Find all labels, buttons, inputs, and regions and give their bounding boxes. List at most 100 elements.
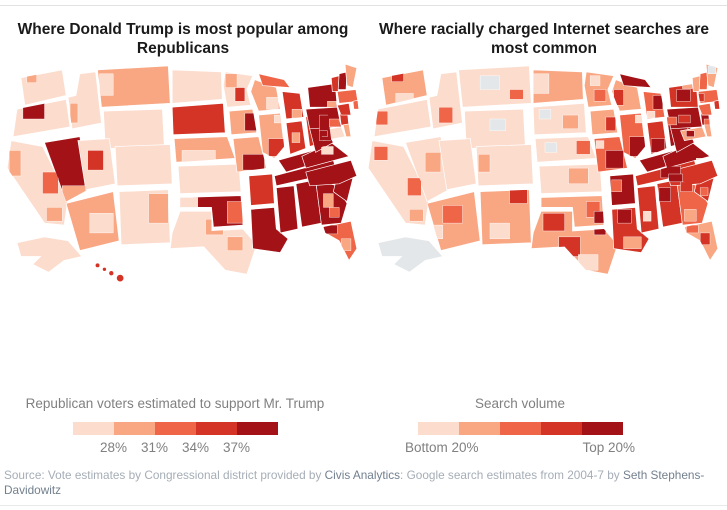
map-region-sd	[171, 102, 226, 136]
map-region-hi	[109, 271, 114, 276]
district-patch-wa	[395, 93, 414, 104]
district-patch-fl	[340, 238, 352, 251]
searches-legend-label: Search volume	[474, 396, 566, 411]
district-patch-id	[69, 103, 79, 124]
district-patch-la	[623, 236, 642, 249]
district-patch-pa	[329, 118, 340, 128]
district-patch-ms	[643, 211, 652, 222]
district-patch-ok	[180, 197, 198, 208]
district-patch-ne	[181, 150, 216, 163]
trump-legend-ticks: 28% 31% 34% 37%	[73, 440, 278, 458]
legend-color-segment	[113, 422, 155, 435]
district-patch-ma	[698, 93, 705, 102]
district-patch-pa	[678, 114, 691, 124]
district-patch-nm	[489, 222, 510, 240]
trump-legend-colorbar	[72, 422, 278, 435]
map-region-la	[250, 207, 289, 253]
map-region-hi	[102, 267, 107, 271]
searches-legend-range: Bottom 20% Top 20%	[405, 440, 635, 455]
map-region-ct	[336, 102, 352, 116]
district-patch-sd	[538, 108, 552, 120]
district-patch-ga	[684, 209, 697, 222]
legend-color-segment	[195, 422, 237, 435]
district-patch-ok	[593, 211, 604, 224]
map-region-id	[428, 71, 463, 130]
district-patch-az	[442, 205, 463, 224]
map-region-de	[342, 123, 352, 138]
district-patch-mt	[479, 75, 501, 90]
district-patch-oh	[666, 116, 677, 126]
legend-color-segment	[581, 422, 623, 435]
district-patch-ne	[576, 140, 591, 155]
source-text: Source: Vote estimates by Congressional …	[4, 468, 719, 498]
district-patch-mn	[593, 89, 607, 102]
district-patch-ks	[568, 167, 589, 185]
map-region-nc	[305, 159, 358, 187]
map-region-ut	[438, 138, 477, 191]
district-patch-mi	[291, 108, 303, 119]
map-region-hi	[95, 263, 100, 268]
district-patch-tx	[227, 236, 244, 251]
district-patch-ny	[682, 83, 693, 89]
trump-legend-label: Republican voters estimated to support M…	[25, 396, 325, 411]
map-region-mu	[619, 73, 652, 88]
district-patch-mt	[99, 73, 114, 96]
district-patch-ut	[87, 150, 104, 171]
district-patch-fl	[686, 224, 699, 234]
district-patch-co	[478, 154, 491, 173]
source-link[interactable]: Civis Analytics	[324, 468, 401, 482]
district-patch-md	[686, 130, 695, 137]
district-patch-wi	[613, 89, 624, 106]
district-patch-ok	[227, 201, 243, 224]
map-region-ar	[248, 173, 275, 206]
district-patch-wi	[266, 97, 279, 110]
source-link[interactable]: Seth Stephens-Davidowitz	[4, 468, 705, 497]
district-patch-mt	[509, 89, 524, 100]
district-patch-ny	[327, 101, 337, 108]
district-patch-mo	[242, 154, 265, 171]
map-region-hi	[116, 274, 124, 282]
legend-color-segment	[236, 422, 278, 435]
district-patch-mo	[595, 140, 605, 149]
legend-color-segment	[417, 422, 459, 435]
source-text-segment: : Google search estimates from 2004-7 by	[400, 468, 623, 482]
district-patch-ca	[46, 207, 63, 222]
district-patch-ca	[407, 177, 422, 196]
map-region-ca	[367, 140, 430, 226]
district-patch-oh	[319, 114, 332, 141]
legend-color-segment	[540, 422, 582, 435]
district-patch-la	[617, 209, 632, 224]
district-patch-md	[319, 130, 328, 137]
district-patch-nc	[668, 173, 683, 183]
district-patch-va	[321, 146, 334, 155]
legend-color-segment	[458, 422, 500, 435]
map-region-me	[344, 64, 358, 89]
map-region-mu	[258, 73, 291, 88]
district-patch-nd	[533, 73, 550, 94]
map-region-ca	[6, 140, 69, 226]
district-patch-mn	[234, 87, 246, 102]
legend-color-segment	[154, 422, 196, 435]
district-patch-ny	[676, 89, 691, 102]
district-patch-ca	[373, 146, 389, 161]
map-region-ak	[16, 236, 83, 273]
district-patch-al	[658, 187, 671, 202]
map-region-or	[373, 98, 432, 138]
district-patch-wa	[26, 73, 37, 83]
trump-map-legend: Republican voters estimated to support M…	[0, 396, 353, 458]
map-region-co	[475, 144, 534, 187]
district-patch-tx	[558, 236, 581, 257]
legends-row: Republican voters estimated to support M…	[0, 396, 727, 458]
district-patch-sd	[562, 114, 579, 130]
map-region-ms	[636, 185, 660, 234]
district-patch-ca	[42, 171, 59, 194]
district-patch-ca	[409, 209, 424, 222]
map-region-ri	[713, 99, 721, 110]
district-patch-ne	[544, 142, 557, 153]
district-patch-nj	[703, 118, 710, 126]
trump-map-title: Where Donald Trump is most popular among…	[17, 21, 349, 57]
map-region-ct	[697, 102, 713, 116]
map-region-nd	[171, 69, 223, 104]
district-patch-ga	[323, 193, 334, 208]
district-patch-sc	[699, 187, 709, 196]
